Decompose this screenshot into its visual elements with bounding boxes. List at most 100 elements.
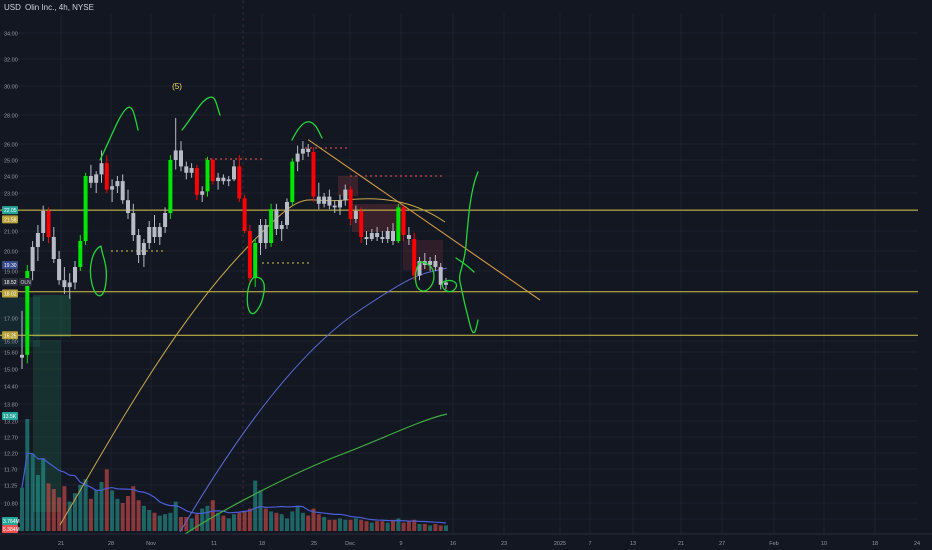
candle-10: [73, 261, 77, 290]
price-badge-2: 19.30: [2, 261, 18, 269]
candle-body-24: [147, 227, 152, 243]
y-tick-label-16: 15.00: [4, 368, 18, 374]
candle-2: [30, 241, 35, 281]
candle-57: [322, 193, 327, 208]
candle-21: [131, 203, 136, 241]
symbol-title: Olin Inc., 4h, NYSE: [25, 3, 94, 12]
candle-body-5: [46, 211, 51, 237]
candle-body-17: [110, 186, 115, 190]
candle-11: [78, 235, 83, 271]
candle-body-12: [83, 176, 88, 241]
volume-badge-text-1: 3.764M: [3, 519, 20, 525]
volume-bar-26: [157, 515, 162, 531]
x-tick-label-12: 13: [630, 541, 636, 547]
candle-body-43: [247, 231, 252, 278]
y-tick-label-6: 24.00: [4, 175, 18, 181]
candle-38: [221, 174, 226, 185]
y-tick-label-2: 30.00: [4, 85, 18, 91]
volume-bar-3: [35, 475, 40, 531]
candle-body-10: [73, 267, 77, 283]
candle-34: [200, 186, 205, 202]
candle-29: [173, 117, 178, 170]
ink-stroke-6: [441, 279, 458, 293]
volume-bar-5: [46, 483, 51, 531]
candle-23: [141, 239, 146, 267]
candle-60: [338, 194, 342, 215]
volume-bar-48: [274, 512, 279, 531]
x-tick-label-2: Nov: [146, 541, 156, 547]
ink-stroke-0: [99, 106, 139, 161]
volume-badge-text-0: 13.5K: [3, 414, 17, 420]
hand-drawn-annotations: [89, 96, 479, 334]
x-tick-label-17: 18: [872, 541, 878, 547]
candle-body-22: [136, 235, 141, 255]
candle-6: [51, 227, 56, 263]
y-tick-label-24: 10.80: [4, 502, 18, 508]
ink-stroke-3: [89, 245, 108, 297]
x-tick-label-13: 21: [678, 541, 684, 547]
volume-bar-52: [295, 505, 300, 531]
candle-body-57: [322, 196, 327, 204]
volume-bar-8: [62, 486, 67, 531]
volume-badge-bg-1: [2, 517, 18, 525]
candle-49: [279, 221, 284, 241]
candle-25: [152, 215, 157, 243]
candle-0: [20, 310, 24, 369]
ink-stroke-4: [246, 276, 265, 315]
x-tick-label-6: Dec: [345, 541, 355, 547]
candle-8: [62, 267, 67, 294]
candle-40: [232, 160, 236, 182]
y-tick-label-20: 12.70: [4, 436, 18, 442]
candle-body-4: [41, 211, 46, 233]
x-tick-label-4: 18: [259, 541, 265, 547]
price-badge-text-0: 22.05: [4, 208, 17, 214]
volume-bar-21: [131, 486, 136, 531]
price-badge-bg-1: [2, 215, 18, 224]
volume-bar-16: [104, 469, 109, 531]
volume-badge-2: 5.384M: [2, 525, 20, 533]
volume-bar-71: [396, 518, 401, 531]
candle-65: [364, 231, 369, 245]
x-tick-label-10: 2025: [554, 541, 566, 547]
price-badge-bg-0: [2, 206, 18, 215]
x-tick-label-9: 23: [501, 541, 507, 547]
candle-73: [406, 227, 411, 245]
candle-77: [428, 257, 433, 271]
candle-body-13: [88, 176, 93, 183]
y-tick-label-23: 11.25: [4, 484, 17, 490]
volume-bar-80: [444, 525, 448, 531]
volume-bar-67: [375, 521, 380, 531]
candle-39: [226, 176, 231, 187]
volume-bar-75: [417, 524, 422, 531]
candle-body-39: [226, 179, 231, 182]
volume-bar-72: [401, 522, 406, 531]
candle-body-19: [120, 181, 125, 201]
candle-body-80: [444, 282, 448, 285]
price-badge-text-5: 16.25: [4, 333, 17, 339]
volume-bar-49: [279, 514, 284, 531]
candle-body-68: [380, 237, 385, 239]
candle-body-55: [311, 152, 316, 197]
candle-51: [290, 158, 295, 206]
candle-body-21: [131, 213, 136, 235]
volume-bar-63: [353, 518, 358, 531]
volume-bar-70: [391, 519, 395, 531]
price-badge-text-3: 18.52: [4, 280, 17, 286]
volume-bar-68: [380, 521, 385, 531]
volume-bar-27: [163, 514, 168, 531]
candle-body-16: [104, 163, 109, 190]
candle-body-71: [396, 207, 401, 241]
candle-body-31: [184, 166, 189, 173]
volume-ma-blue: [21, 452, 447, 524]
candle-body-52: [295, 153, 300, 162]
candles: [20, 117, 448, 369]
candle-75: [417, 257, 422, 281]
volume-bar-69: [385, 522, 390, 531]
y-tick-label-13: 17.00: [4, 317, 18, 323]
candle-body-56: [316, 196, 321, 204]
volume-bar-1: [25, 419, 30, 531]
candle-59: [332, 200, 337, 213]
volume-badge-0: 13.5K: [2, 412, 18, 420]
y-tick-label-22: 11.70: [4, 468, 17, 474]
